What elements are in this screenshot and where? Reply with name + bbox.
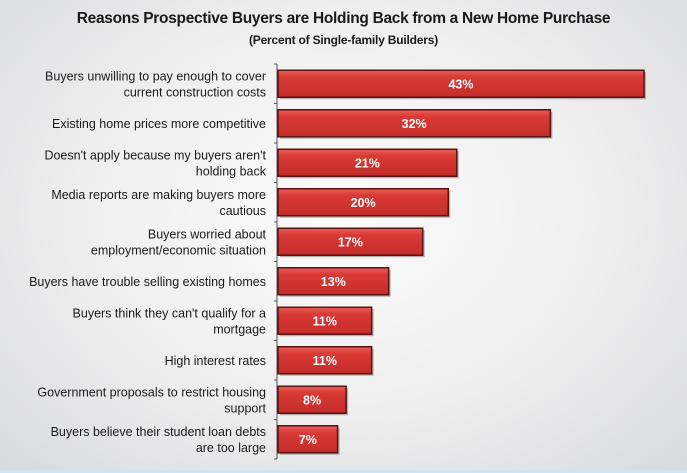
data-label: 8% <box>303 393 321 407</box>
bar <box>277 346 373 375</box>
category-label: Buyers think they can't qualify for a <box>73 306 267 320</box>
bar <box>277 306 373 335</box>
category-label: Buyers believe their student loan debts <box>51 425 266 439</box>
data-label: 11% <box>313 354 337 368</box>
category-label: support <box>224 401 266 415</box>
bar <box>277 425 339 454</box>
bar <box>277 188 449 217</box>
category-label: Government proposals to restrict housing <box>37 385 266 399</box>
chart-subtitle: (Percent of Single-family Builders) <box>248 33 439 47</box>
category-label: current construction costs <box>124 85 266 99</box>
category-label: Buyers unwilling to pay enough to cover <box>45 69 266 83</box>
chart-title: Reasons Prospective Buyers are Holding B… <box>76 10 611 27</box>
bar <box>277 267 390 296</box>
bar <box>277 385 347 414</box>
bar <box>277 227 424 256</box>
data-label: 17% <box>338 235 363 249</box>
bar <box>277 109 552 138</box>
category-label: Media reports are making buyers more <box>51 188 266 202</box>
category-label: mortgage <box>213 322 266 336</box>
category-label: Existing home prices more competitive <box>52 117 266 131</box>
category-label: employment/economic situation <box>91 243 266 257</box>
bar <box>277 69 645 98</box>
data-label: 20% <box>351 196 376 210</box>
category-label: Doesn't apply because my buyers aren't <box>44 148 266 162</box>
data-label: 11% <box>313 314 337 328</box>
bottom-strip <box>0 470 687 473</box>
category-label: Buyers have trouble selling existing hom… <box>29 275 266 289</box>
category-label: holding back <box>196 164 267 178</box>
category-label: are too large <box>196 441 266 455</box>
data-label: 32% <box>402 117 427 131</box>
data-label: 21% <box>355 156 380 170</box>
data-label: 43% <box>448 77 473 91</box>
category-label: cautious <box>219 204 266 218</box>
bar <box>277 148 458 177</box>
category-label: Buyers worried about <box>148 227 267 241</box>
data-label: 13% <box>321 275 346 289</box>
category-label: High interest rates <box>165 354 266 368</box>
data-label: 7% <box>299 433 317 447</box>
